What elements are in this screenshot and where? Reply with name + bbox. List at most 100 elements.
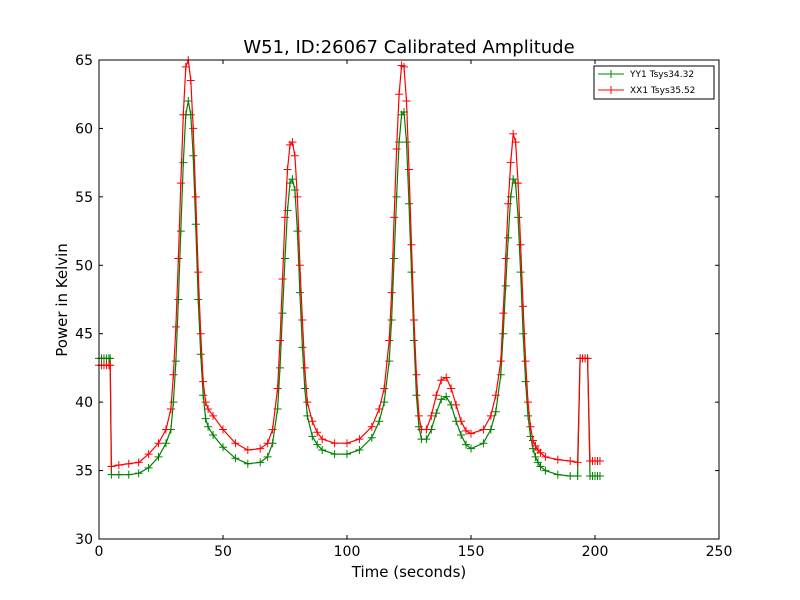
data-point — [204, 422, 213, 431]
x-axis-label: Time (seconds) — [351, 563, 467, 581]
data-point — [573, 472, 582, 481]
data-point — [263, 452, 272, 461]
data-point — [124, 470, 133, 479]
data-point — [437, 395, 446, 404]
y-tick-label: 40 — [75, 395, 93, 411]
series-layer — [95, 56, 604, 481]
data-point — [176, 179, 185, 188]
data-point — [343, 450, 351, 459]
data-point — [278, 309, 287, 318]
data-point — [181, 62, 190, 71]
legend-box — [593, 65, 715, 100]
data-point — [405, 199, 413, 208]
data-point — [273, 384, 282, 393]
data-point — [191, 192, 200, 201]
data-point — [412, 391, 421, 400]
data-point — [263, 439, 272, 448]
data-point — [290, 186, 299, 195]
data-point — [106, 361, 115, 370]
data-point — [514, 179, 523, 188]
data-point — [407, 268, 416, 277]
data-point — [231, 439, 240, 448]
data-point — [367, 422, 376, 431]
data-point — [566, 456, 575, 465]
data-point — [144, 463, 153, 472]
data-point — [281, 254, 289, 263]
x-tick-label: 0 — [95, 544, 104, 560]
data-point — [174, 254, 183, 263]
data-point — [553, 455, 562, 464]
data-point — [509, 175, 518, 184]
data-point — [134, 469, 143, 478]
data-point — [524, 411, 533, 420]
data-point — [595, 472, 604, 481]
data-point — [293, 227, 302, 236]
x-tick-label: 100 — [334, 544, 361, 560]
data-point — [313, 428, 322, 437]
data-point — [479, 425, 488, 434]
data-point — [114, 461, 123, 470]
data-point — [462, 426, 471, 435]
legend-label-xx1: XX1 Tsys35.52 — [630, 86, 695, 96]
data-point — [355, 435, 364, 444]
data-point — [467, 429, 475, 438]
data-point — [134, 458, 143, 467]
data-point — [516, 240, 525, 249]
data-point — [243, 446, 252, 455]
data-point — [318, 435, 327, 444]
data-point — [412, 370, 421, 379]
data-point — [437, 376, 446, 385]
data-point — [174, 295, 183, 304]
data-point — [486, 425, 495, 434]
data-point — [194, 295, 203, 304]
data-point — [243, 459, 252, 468]
data-point — [380, 384, 389, 393]
data-point — [499, 309, 508, 318]
data-point — [457, 417, 466, 426]
data-point — [144, 450, 153, 459]
data-point — [442, 392, 451, 401]
data-point — [519, 329, 528, 338]
data-point — [186, 76, 195, 85]
data-point — [330, 450, 339, 459]
data-point — [295, 261, 304, 270]
data-point — [171, 322, 180, 331]
data-point — [191, 220, 200, 229]
data-point — [519, 302, 528, 311]
y-tick-label: 55 — [75, 190, 93, 206]
data-point — [298, 316, 307, 325]
data-point — [422, 425, 431, 434]
data-point — [219, 425, 227, 434]
data-point — [524, 398, 533, 407]
data-point — [447, 384, 456, 393]
data-point — [573, 458, 582, 467]
data-point — [231, 454, 240, 463]
data-point — [169, 398, 178, 407]
data-point — [293, 192, 302, 201]
x-tick-label: 50 — [214, 544, 232, 560]
data-point — [161, 439, 170, 448]
data-point — [536, 448, 545, 457]
data-point — [496, 370, 505, 379]
data-point — [511, 138, 520, 147]
data-point — [199, 377, 208, 386]
data-point — [171, 357, 180, 366]
data-point — [402, 97, 411, 106]
data-point — [407, 240, 416, 249]
data-point — [303, 411, 312, 420]
data-point — [516, 268, 525, 277]
legend-marker-yy1 — [607, 70, 615, 78]
data-point — [375, 404, 384, 413]
data-point — [288, 138, 297, 147]
data-point — [405, 165, 413, 174]
data-point — [392, 192, 401, 201]
data-point — [313, 440, 322, 449]
data-point — [514, 213, 523, 222]
data-point — [385, 336, 394, 345]
data-point — [529, 436, 537, 445]
data-point — [308, 432, 317, 441]
data-point — [541, 452, 550, 461]
data-point — [256, 444, 265, 453]
data-point — [124, 459, 133, 468]
data-point — [161, 425, 170, 434]
